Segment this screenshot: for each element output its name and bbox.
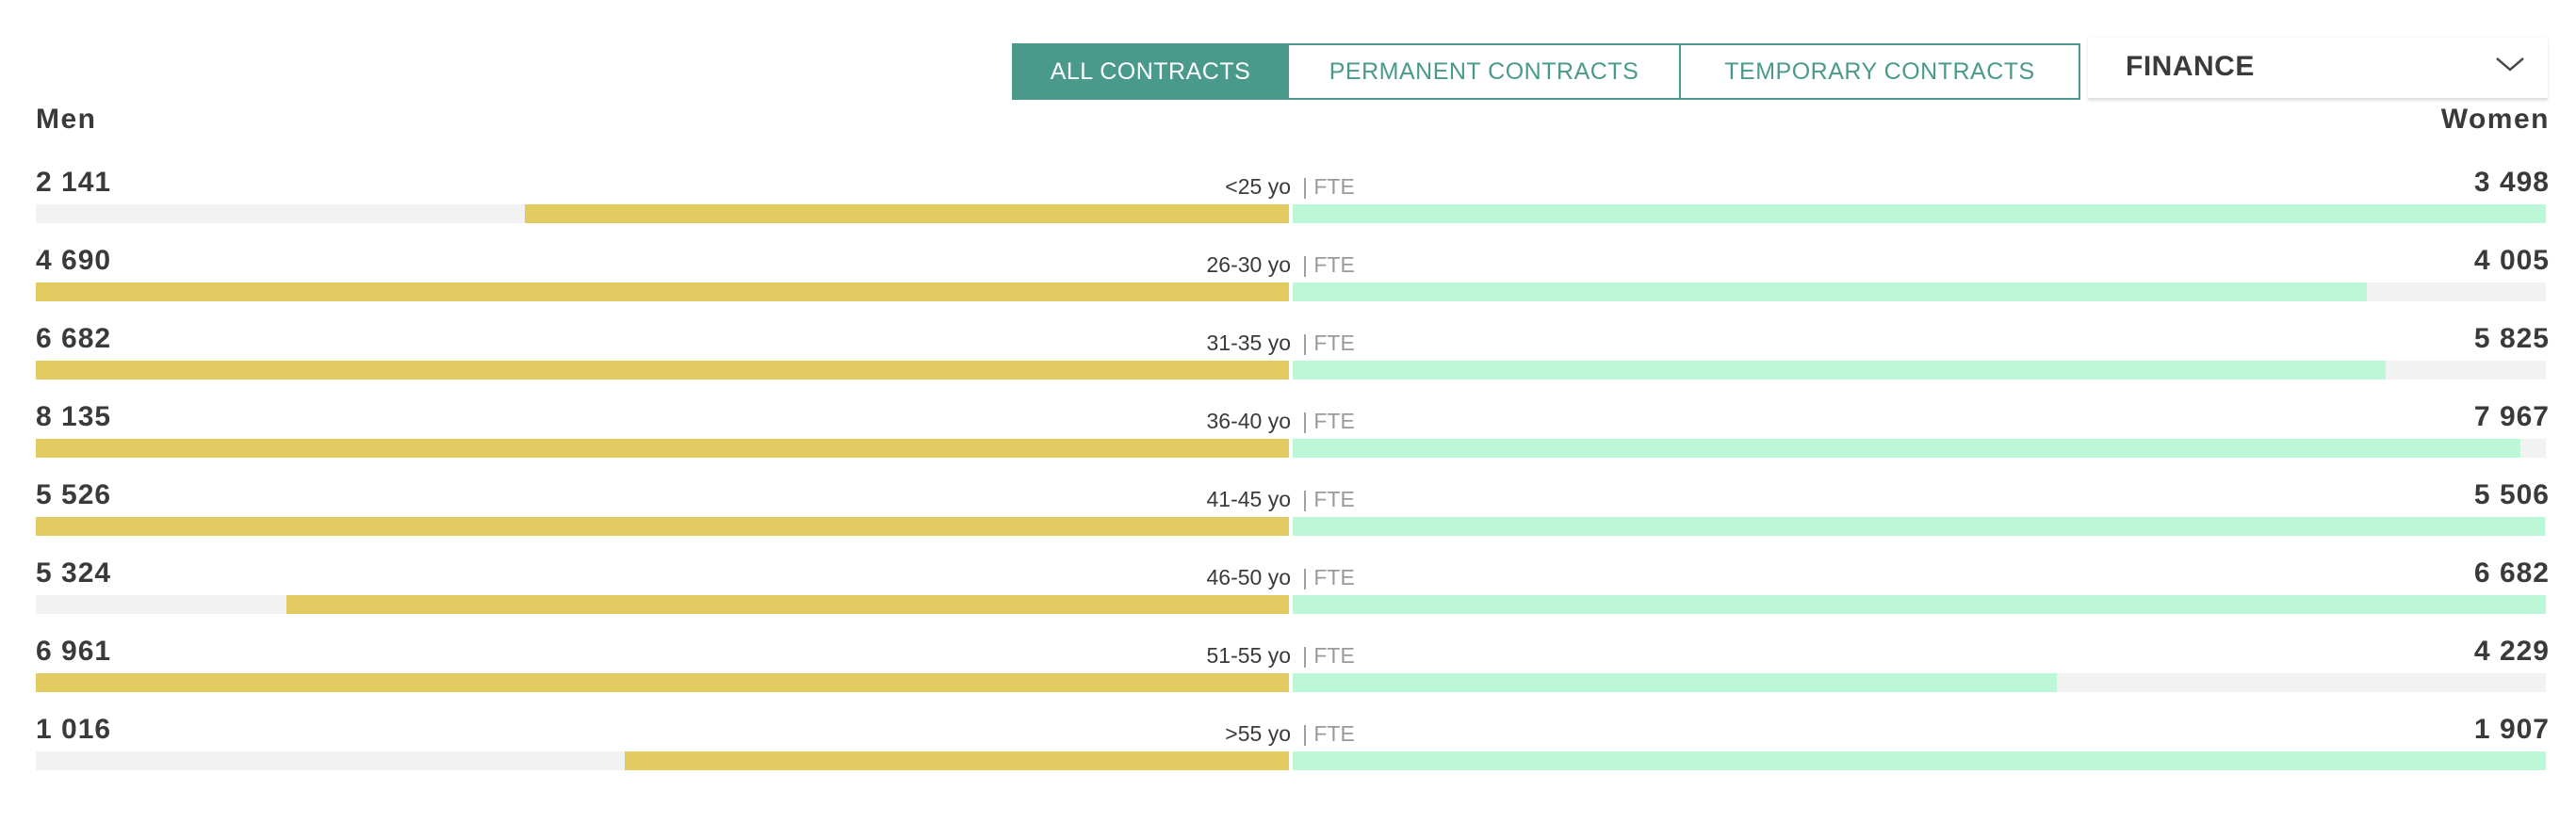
women-bar [1293,439,2520,458]
women-value-label: 5 825 [2473,323,2550,354]
age-group-label: 46-50 yo [1206,565,1291,589]
men-bar [286,595,1289,614]
unit-label: | FTE [1302,174,1355,199]
women-bar [1293,595,2546,614]
bar-center-divider [1289,595,1293,614]
bar-center-divider [1289,361,1293,379]
women-value-label: 6 682 [2473,557,2550,589]
unit-label: | FTE [1302,331,1355,355]
age-group-label: >55 yo [1225,721,1291,746]
women-bar [1293,361,2386,379]
women-bar-track [1293,751,2546,770]
bar-center-divider [1289,751,1293,770]
men-bar-track [36,517,1289,536]
men-bar-track [36,439,1289,458]
men-value-label: 6 682 [36,323,112,354]
age-group-row: 6 961 4 229 51-55 yo | FTE [0,635,2576,713]
women-bar [1293,282,2367,301]
men-value-label: 5 324 [36,557,112,589]
women-bar [1293,673,2057,692]
men-value-label: 5 526 [36,479,112,510]
unit-label: | FTE [1302,252,1355,277]
men-axis-label: Men [36,104,97,135]
men-bar [36,673,1289,692]
women-value-label: 7 967 [2473,401,2550,432]
age-group-label: 26-30 yo [1206,252,1291,277]
age-group-row: 8 135 7 967 36-40 yo | FTE [0,400,2576,478]
women-value-label: 1 907 [2473,714,2550,745]
men-bar [525,204,1289,223]
men-value-label: 8 135 [36,401,112,432]
age-group-row: 1 016 1 907 >55 yo | FTE [0,713,2576,791]
bar-center-divider [1289,439,1293,458]
bar-center-divider [1289,673,1293,692]
men-bar-track [36,282,1289,301]
age-group-label: <25 yo [1225,174,1291,199]
bar-center-divider [1289,517,1293,536]
women-bar-track [1293,517,2546,536]
department-dropdown-value: FINANCE [2126,51,2255,82]
women-bar-track [1293,361,2546,379]
women-value-label: 3 498 [2473,167,2550,198]
unit-label: | FTE [1302,565,1355,589]
women-value-label: 4 005 [2473,245,2550,276]
women-bar-track [1293,204,2546,223]
tab-permanent-contracts[interactable]: PERMANENT CONTRACTS [1287,45,1679,98]
tab-temporary-contracts[interactable]: TEMPORARY CONTRACTS [1679,45,2079,98]
age-group-label: 36-40 yo [1206,409,1291,433]
women-value-label: 5 506 [2473,479,2550,510]
men-value-label: 1 016 [36,714,112,745]
age-group-label: 51-55 yo [1206,643,1291,668]
men-bar-track [36,204,1289,223]
unit-label: | FTE [1302,643,1355,668]
age-group-row: 2 141 3 498 <25 yo | FTE [0,166,2576,244]
men-bar-track [36,595,1289,614]
department-dropdown[interactable]: FINANCE [2088,38,2548,100]
women-value-label: 4 229 [2473,636,2550,667]
women-axis-label: Women [2440,104,2550,135]
men-bar-track [36,751,1289,770]
men-bar [625,751,1289,770]
bar-center-divider [1289,204,1293,223]
women-bar-track [1293,673,2546,692]
men-bar [36,282,1289,301]
age-group-row: 4 690 4 005 26-30 yo | FTE [0,244,2576,322]
men-bar [36,361,1289,379]
men-bar-track [36,361,1289,379]
contract-filter-tabs: ALL CONTRACTS PERMANENT CONTRACTS TEMPOR… [1012,43,2080,100]
unit-label: | FTE [1302,409,1355,433]
women-bar-track [1293,595,2546,614]
men-value-label: 2 141 [36,167,112,198]
men-bar [36,439,1289,458]
age-group-label: 31-35 yo [1206,331,1291,355]
bar-center-divider [1289,282,1293,301]
men-value-label: 4 690 [36,245,112,276]
women-bar [1293,751,2546,770]
women-bar [1293,204,2546,223]
age-group-label: 41-45 yo [1206,487,1291,511]
women-bar-track [1293,439,2546,458]
age-group-row: 6 682 5 825 31-35 yo | FTE [0,322,2576,400]
age-group-row: 5 526 5 506 41-45 yo | FTE [0,478,2576,557]
tab-all-contracts[interactable]: ALL CONTRACTS [1014,45,1287,98]
men-bar [36,517,1289,536]
unit-label: | FTE [1302,487,1355,511]
chevron-down-icon [2496,57,2524,72]
unit-label: | FTE [1302,721,1355,746]
women-bar [1293,517,2545,536]
men-value-label: 6 961 [36,636,112,667]
men-bar-track [36,673,1289,692]
age-group-row: 5 324 6 682 46-50 yo | FTE [0,557,2576,635]
women-bar-track [1293,282,2546,301]
